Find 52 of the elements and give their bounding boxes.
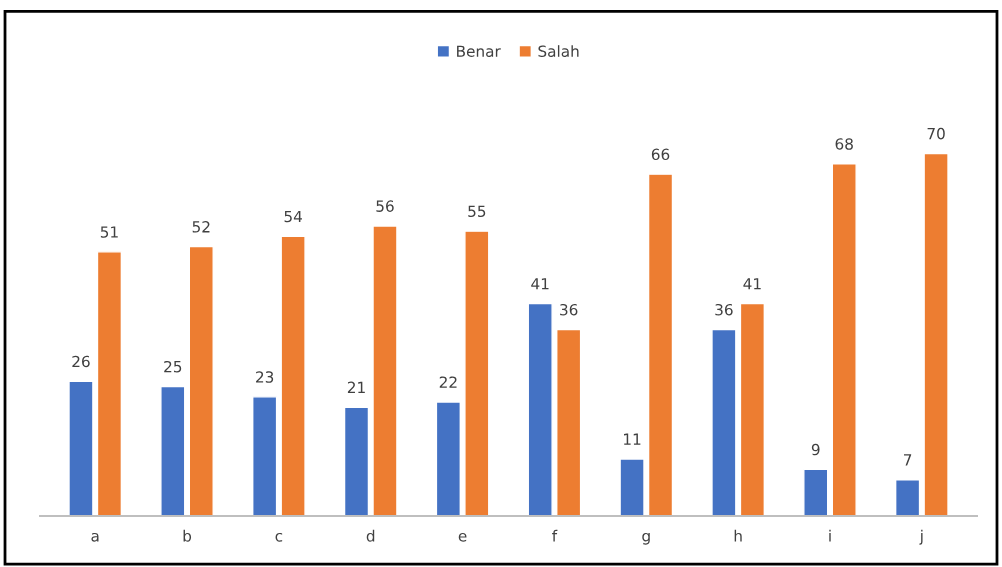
bar <box>464 230 490 516</box>
data-label: 70 <box>927 127 945 140</box>
bar <box>894 479 921 516</box>
bar <box>280 235 306 516</box>
x-tick-label: f <box>552 529 558 542</box>
bar <box>619 458 645 516</box>
data-label: 68 <box>835 138 853 150</box>
bar <box>160 385 186 516</box>
x-tick-label: b <box>183 529 192 542</box>
data-label: 55 <box>468 205 486 218</box>
x-tick-label: d <box>366 529 375 542</box>
data-label: 56 <box>376 200 394 212</box>
bar <box>803 468 829 516</box>
data-label: 51 <box>100 226 118 238</box>
data-label: 36 <box>560 303 578 316</box>
x-tick-label: a <box>91 532 99 542</box>
bar <box>68 380 94 516</box>
data-label: 54 <box>284 210 302 223</box>
data-label: 52 <box>192 221 210 233</box>
bar <box>527 302 553 516</box>
data-label: 7 <box>904 454 912 466</box>
x-tick-label: e <box>458 532 467 542</box>
data-label: 41 <box>531 278 549 290</box>
x-tick-label: g <box>642 532 650 545</box>
bar <box>188 245 214 516</box>
data-label: 23 <box>256 371 274 383</box>
bar <box>96 251 123 516</box>
bar <box>711 328 737 516</box>
bar <box>831 163 857 516</box>
bar <box>252 396 278 516</box>
data-label: 41 <box>743 278 761 290</box>
bar <box>739 302 766 516</box>
legend-label: Benar <box>457 45 501 57</box>
x-tick-label: i <box>829 529 831 542</box>
data-label: 22 <box>439 376 457 388</box>
data-label: 25 <box>164 360 182 373</box>
bar <box>923 152 949 516</box>
legend-label: Salah <box>538 45 579 57</box>
data-label: 66 <box>651 148 670 161</box>
data-label: 9 <box>811 443 820 456</box>
bar <box>435 401 461 516</box>
bar <box>343 406 370 516</box>
bar <box>647 173 674 516</box>
x-tick-label: j <box>919 529 923 545</box>
data-label: 36 <box>715 303 733 316</box>
bar <box>556 328 582 516</box>
data-label: 11 <box>624 433 641 445</box>
data-label: 26 <box>72 355 90 368</box>
x-tick-label: c <box>275 532 283 542</box>
data-label: 21 <box>347 381 365 393</box>
x-tick-label: h <box>734 529 742 542</box>
bar <box>372 225 398 516</box>
